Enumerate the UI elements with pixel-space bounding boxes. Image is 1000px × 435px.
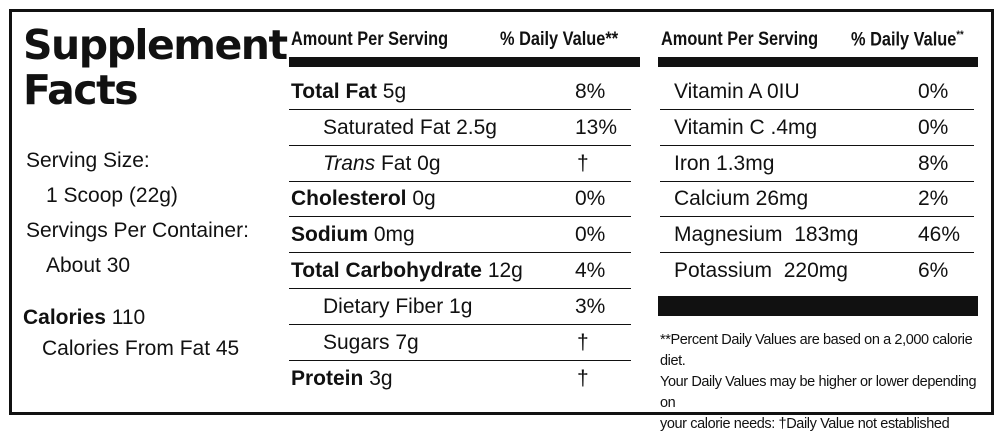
middle-header-daily-value: % Daily Value** — [500, 29, 619, 50]
right-header-bar — [658, 57, 978, 67]
mineral-row-potassium: Potassium 220mg 6% — [660, 253, 974, 289]
nutrient-name: Saturated Fat 2.5g — [323, 116, 497, 139]
supplement-facts-label: Supplement Facts Serving Size: 1 Scoop (… — [9, 9, 988, 432]
nutrient-name: Sugars 7g — [323, 331, 419, 354]
nutrient-amount: 5g — [382, 80, 407, 103]
nutrient-name: Total Carbohydrate — [291, 259, 482, 282]
nutrient-daily-value: 0% — [575, 223, 606, 246]
mineral-row-magnesium: Magnesium 183mg 46% — [660, 217, 974, 253]
mineral-name: Iron 1.3mg — [674, 152, 775, 175]
nutrient-row-total-fat: Total Fat 5g 8% — [289, 74, 631, 110]
nutrient-name: Sodium — [291, 223, 368, 246]
mineral-daily-value: 46% — [918, 223, 961, 246]
nutrient-name: Protein — [291, 367, 364, 390]
label-border — [9, 9, 994, 415]
label-title: Supplement Facts — [23, 21, 288, 114]
calories-value: 110 — [111, 306, 146, 329]
nutrient-daily-value: 13% — [575, 116, 618, 139]
nutrient-row-sugars: Sugars 7g † — [289, 325, 631, 361]
servings-per-container-label: Servings Per Container: — [26, 219, 249, 242]
nutrient-name: Trans — [323, 152, 376, 175]
nutrient-daily-value: 0% — [575, 187, 606, 210]
nutrient-row-protein: Protein 3g † — [289, 361, 631, 397]
mineral-daily-value: 8% — [918, 152, 949, 175]
nutrient-row-sodium: Sodium 0mg 0% — [289, 217, 631, 253]
nutrient-row-dietary-fiber: Dietary Fiber 1g 3% — [289, 289, 631, 325]
nutrient-amount: 0g — [412, 187, 436, 210]
nutrient-row-total-carbohydrate: Total Carbohydrate 12g 4% — [289, 253, 631, 289]
nutrient-amount: Fat 0g — [380, 152, 441, 175]
mineral-name: Vitamin A 0IU — [674, 80, 800, 103]
title-line-1: Supplement — [23, 21, 288, 69]
nutrient-daily-value: 3% — [575, 295, 606, 318]
serving-size-value: 1 Scoop (22g) — [46, 184, 178, 207]
nutrient-row-cholesterol: Cholesterol 0g 0% — [289, 181, 631, 217]
right-header-footnote-mark: ** — [956, 29, 964, 41]
mineral-name: Vitamin C .4mg — [674, 116, 818, 139]
footnote-line-3: your calorie needs: †Daily Value not est… — [660, 416, 950, 432]
nutrient-daily-value: † — [577, 331, 589, 354]
right-header-amount: Amount Per Serving — [661, 29, 819, 50]
nutrient-name: Cholesterol — [291, 187, 407, 210]
nutrient-row-saturated-fat: Saturated Fat 2.5g 13% — [289, 110, 631, 146]
nutrient-daily-value: 4% — [575, 259, 606, 282]
middle-header-amount: Amount Per Serving — [291, 29, 449, 50]
right-footer-bar — [658, 296, 978, 316]
mineral-name: Magnesium 183mg — [674, 223, 859, 246]
nutrient-daily-value: 8% — [575, 80, 606, 103]
daily-value-footnote: **Percent Daily Values are based on a 2,… — [660, 330, 980, 435]
mineral-row-iron: Iron 1.3mg 8% — [660, 146, 974, 182]
calories-from-fat: Calories From Fat 45 — [42, 337, 240, 360]
mineral-name: Potassium 220mg — [674, 259, 848, 282]
right-header-daily-value: % Daily Value** — [851, 29, 964, 51]
mineral-daily-value: 2% — [918, 187, 949, 210]
middle-header-bar — [289, 57, 640, 67]
footnote-line-1: **Percent Daily Values are based on a 2,… — [660, 332, 973, 369]
mineral-row-calcium: Calcium 26mg 2% — [660, 181, 974, 217]
title-line-2: Facts — [23, 66, 139, 114]
nutrient-daily-value: † — [577, 367, 589, 390]
nutrient-amount: 0mg — [373, 223, 415, 246]
mineral-name: Calcium 26mg — [674, 187, 809, 210]
nutrient-name: Total Fat — [291, 80, 377, 103]
nutrient-row-trans-fat: Trans Fat 0g † — [289, 146, 631, 182]
mineral-daily-value: 0% — [918, 80, 949, 103]
calories-line: Calories 110 — [23, 305, 145, 331]
nutrient-amount: 12g — [487, 259, 523, 282]
nutrient-name: Dietary Fiber 1g — [323, 295, 473, 318]
calories-label: Calories — [23, 306, 106, 329]
nutrient-amount: 3g — [369, 367, 393, 390]
mineral-daily-value: 6% — [918, 259, 949, 282]
mineral-row-vitamin-c: Vitamin C .4mg 0% — [660, 110, 974, 146]
serving-size-label: Serving Size: — [26, 149, 150, 172]
footnote-line-2: Your Daily Values may be higher or lower… — [660, 374, 977, 411]
mineral-daily-value: 0% — [918, 116, 949, 139]
nutrient-daily-value: † — [577, 152, 589, 175]
mineral-row-vitamin-a: Vitamin A 0IU 0% — [660, 74, 974, 110]
servings-per-container-value: About 30 — [46, 254, 131, 277]
